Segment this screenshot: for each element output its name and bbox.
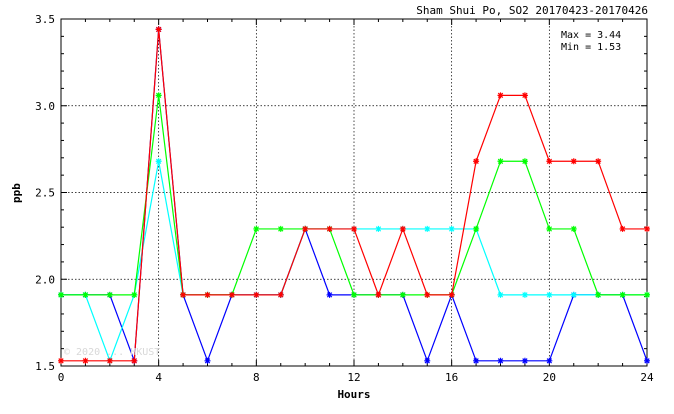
data-point-marker xyxy=(302,225,309,232)
data-point-marker xyxy=(82,291,89,298)
watermark: © 2020 ... HKUST xyxy=(64,347,160,358)
data-point-marker xyxy=(253,225,260,232)
data-point-marker xyxy=(58,357,64,364)
y-tick-label: 3.0 xyxy=(35,100,55,113)
data-point-marker xyxy=(473,357,480,364)
y-tick-label: 2.5 xyxy=(35,187,55,200)
series-3 xyxy=(58,26,650,364)
data-point-marker xyxy=(253,291,260,298)
data-point-marker xyxy=(619,291,626,298)
data-point-marker xyxy=(521,92,528,99)
x-tick-label: 20 xyxy=(543,371,556,384)
data-point-marker xyxy=(448,225,455,232)
data-point-marker xyxy=(619,225,626,232)
min-value-label: Min = 1.53 xyxy=(561,42,621,53)
data-point-marker xyxy=(497,158,504,165)
data-point-marker xyxy=(644,291,650,298)
x-tick-label: 0 xyxy=(58,371,65,384)
data-point-marker xyxy=(424,291,431,298)
data-point-marker xyxy=(399,225,406,232)
data-point-marker xyxy=(375,291,382,298)
data-point-marker xyxy=(131,357,138,364)
data-point-marker xyxy=(155,92,162,99)
data-point-marker xyxy=(277,225,284,232)
chart-title: Sham Shui Po, SO2 20170423-20170426 xyxy=(416,4,648,17)
data-point-marker xyxy=(131,291,138,298)
data-point-marker xyxy=(546,291,553,298)
data-point-marker xyxy=(204,357,211,364)
data-point-marker xyxy=(546,225,553,232)
x-tick-label: 8 xyxy=(253,371,260,384)
data-point-marker xyxy=(155,158,162,165)
data-point-marker xyxy=(521,291,528,298)
x-tick-label: 12 xyxy=(347,371,360,384)
data-point-marker xyxy=(155,26,162,33)
data-point-marker xyxy=(351,225,357,232)
data-point-marker xyxy=(106,357,113,364)
data-point-marker xyxy=(546,357,553,364)
y-tick-label: 1.5 xyxy=(35,360,55,373)
data-point-marker xyxy=(228,291,235,298)
data-point-marker xyxy=(521,158,528,165)
axis-labels: 0 4 8 12 16 20 24 1.5 2.0 2.5 3.0 3.5 xyxy=(35,13,654,384)
data-point-marker xyxy=(399,291,406,298)
series-group xyxy=(58,26,650,364)
data-point-marker xyxy=(180,291,187,298)
data-point-marker xyxy=(277,291,284,298)
x-axis-title: Hours xyxy=(337,388,370,401)
grid-lines xyxy=(61,19,647,366)
y-axis-title: ppb xyxy=(10,183,23,203)
x-tick-label: 4 xyxy=(155,371,162,384)
data-point-marker xyxy=(473,225,480,232)
data-point-marker xyxy=(497,357,504,364)
data-point-marker xyxy=(351,291,357,298)
data-point-marker xyxy=(448,291,455,298)
x-tick-label: 24 xyxy=(640,371,654,384)
data-point-marker xyxy=(497,92,504,99)
data-point-marker xyxy=(595,158,602,165)
data-point-marker xyxy=(424,357,431,364)
data-point-marker xyxy=(106,291,113,298)
data-point-marker xyxy=(644,225,650,232)
data-point-marker xyxy=(326,225,333,232)
data-point-marker xyxy=(497,291,504,298)
data-point-marker xyxy=(521,357,528,364)
data-point-marker xyxy=(595,291,602,298)
data-point-marker xyxy=(375,225,382,232)
data-point-marker xyxy=(82,357,89,364)
data-point-marker xyxy=(424,225,431,232)
data-point-marker xyxy=(644,357,650,364)
data-point-marker xyxy=(570,158,577,165)
data-point-marker xyxy=(546,158,553,165)
data-point-marker xyxy=(473,158,480,165)
y-tick-label: 2.0 xyxy=(35,273,55,286)
data-point-marker xyxy=(204,291,211,298)
y-tick-label: 3.5 xyxy=(35,13,55,26)
data-point-marker xyxy=(58,291,64,298)
max-value-label: Max = 3.44 xyxy=(561,30,621,41)
data-point-marker xyxy=(570,291,577,298)
data-point-marker xyxy=(326,291,333,298)
x-tick-label: 16 xyxy=(445,371,458,384)
data-point-marker xyxy=(570,225,577,232)
